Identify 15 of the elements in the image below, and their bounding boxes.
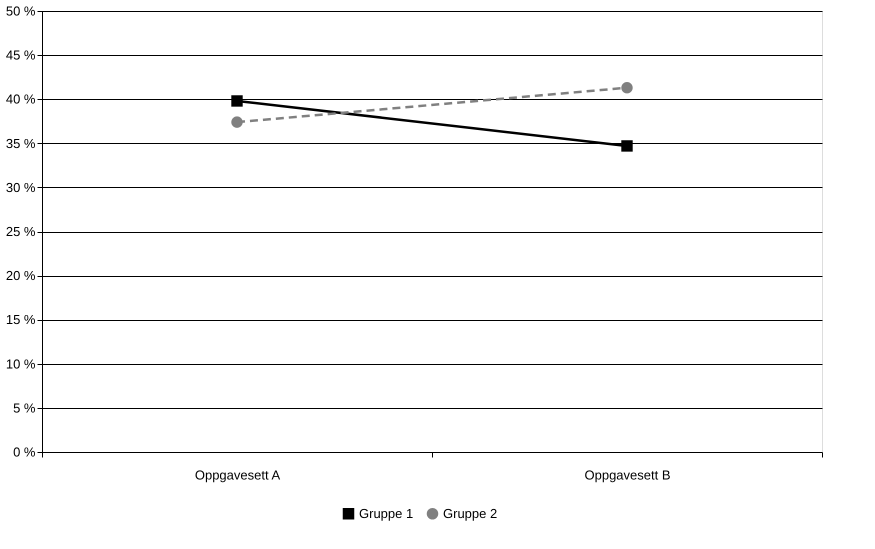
legend-label: Gruppe 1	[359, 506, 414, 521]
y-tick-label: 45 %	[6, 48, 36, 63]
y-tick-label: 30 %	[6, 180, 36, 195]
y-tick-label: 20 %	[6, 268, 36, 284]
y-tick-label: 35 %	[6, 136, 36, 151]
y-tick-label: 50 %	[6, 4, 36, 18]
y-tick-label: 10 %	[6, 356, 36, 372]
y-tick-label: 15 %	[6, 312, 36, 328]
y-tick-label: 25 %	[6, 224, 36, 239]
y-tick-label: 0 %	[13, 444, 36, 460]
y-tick-label: 40 %	[6, 92, 36, 107]
x-tick-label: Oppgavesett A	[194, 468, 280, 482]
x-tick-label: Oppgavesett B	[584, 468, 670, 482]
legend-label: Gruppe 2	[443, 506, 498, 521]
y-tick-label: 5 %	[13, 400, 36, 416]
